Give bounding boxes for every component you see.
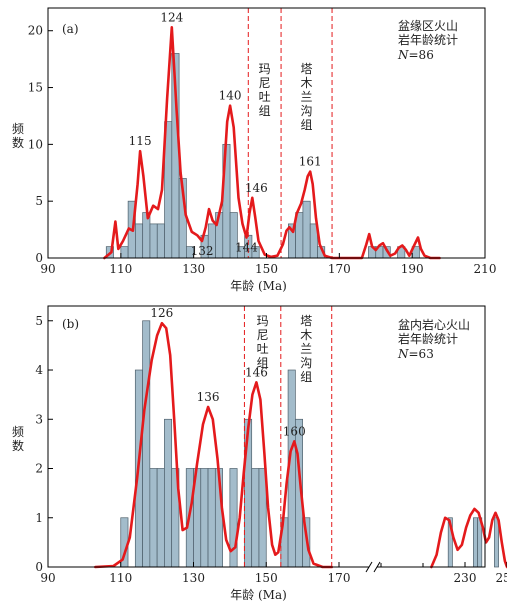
peak-age-label: 144: [235, 241, 258, 255]
y-tick-label: 1: [35, 511, 43, 525]
x-tick-label: 130: [182, 571, 205, 585]
peak-age-label: 115: [129, 134, 152, 148]
panel-a: 90 110 130 150 170 190 210 0 5 10 15 20 年龄 (Ma) 频数 (a)…: [12, 7, 497, 293]
probability-density-curve: [94, 321, 333, 569]
histogram-bar: [142, 320, 151, 568]
x-tick-label: 90: [40, 571, 55, 585]
peak-age-label: 132: [191, 244, 214, 258]
formation-label: 玛尼吐组: [257, 314, 269, 370]
histogram-bar: [200, 468, 209, 568]
y-tick-label: 5: [35, 194, 43, 208]
histogram-bar: [156, 223, 165, 259]
y-tick-label: 0: [35, 560, 43, 574]
histogram-bar: [494, 517, 499, 568]
histogram-bar: [149, 468, 158, 568]
peak-age-label: 146: [245, 365, 268, 379]
histogram-bar: [156, 468, 165, 568]
histogram-bar: [207, 468, 216, 568]
histogram-bar: [142, 212, 151, 259]
panel-title: 盆缘区火山: [398, 19, 458, 33]
x-tick-label: 150: [255, 262, 278, 276]
sample-count: N=86: [397, 48, 434, 62]
x-tick-label: 170: [328, 262, 351, 276]
axis-break-mark: [373, 561, 381, 573]
panel-title: 岩年龄统计: [398, 331, 458, 346]
y-axis-label: 频数: [12, 122, 24, 150]
histogram-bar: [149, 223, 158, 259]
panel-title: 盆内岩心火山: [398, 317, 470, 332]
histogram-bar: [164, 418, 173, 568]
peak-age-label: 146: [245, 181, 268, 195]
formation-label: 塔木兰沟组: [301, 62, 313, 132]
x-tick-label: 150: [255, 571, 278, 585]
x-tick-label: 250: [496, 571, 507, 585]
peak-age-label: 160: [283, 424, 306, 438]
axes-frame: [47, 305, 486, 568]
formation-label: 玛尼吐组: [259, 62, 271, 118]
histogram-bar: [302, 200, 311, 259]
y-axis-label: 频数: [12, 425, 24, 453]
peak-age-label: 126: [150, 306, 173, 320]
y-tick-label: 2: [35, 462, 43, 476]
x-axis-label: 年龄 (Ma): [230, 588, 287, 602]
axis-break-mark: [365, 561, 373, 573]
peak-age-label: 124: [160, 10, 183, 24]
formation-label: 塔木兰沟组: [300, 314, 312, 384]
y-tick-label: 20: [28, 24, 43, 38]
x-axis-label: 年龄 (Ma): [230, 279, 287, 293]
x-tick-label: 130: [182, 262, 205, 276]
probability-density-curve: [430, 507, 507, 569]
panel-title: 岩年龄统计: [398, 32, 458, 47]
histogram-bar: [251, 468, 260, 568]
histogram-bar: [135, 223, 144, 259]
x-tick-label: 170: [328, 571, 351, 585]
panel-b: 90 110 130 150 170 230 250 0 1 2 3 4 5 年龄 (Ma) 频数 (b) 盆内…: [12, 305, 507, 602]
histogram-bar: [120, 246, 129, 259]
y-tick-label: 15: [28, 81, 43, 95]
probability-density-curve: [103, 26, 441, 260]
y-tick-label: 0: [35, 251, 43, 265]
x-tick-label: 110: [109, 262, 132, 276]
y-tick-label: 5: [35, 314, 43, 328]
x-tick-label: 230: [454, 571, 477, 585]
sample-count: N=63: [397, 347, 434, 361]
x-tick-label: 110: [109, 571, 132, 585]
histogram-bar: [473, 517, 478, 568]
peak-age-label: 140: [219, 89, 242, 103]
panel-label: (b): [62, 317, 79, 331]
peak-age-label: 136: [197, 390, 220, 404]
x-tick-label: 90: [40, 262, 55, 276]
y-tick-label: 10: [28, 137, 43, 151]
x-tick-label: 190: [401, 262, 424, 276]
y-tick-label: 3: [35, 412, 43, 426]
panel-label: (a): [62, 22, 79, 36]
y-tick-label: 4: [35, 363, 43, 377]
x-tick-label: 210: [474, 262, 497, 276]
peak-age-label: 161: [299, 155, 322, 169]
